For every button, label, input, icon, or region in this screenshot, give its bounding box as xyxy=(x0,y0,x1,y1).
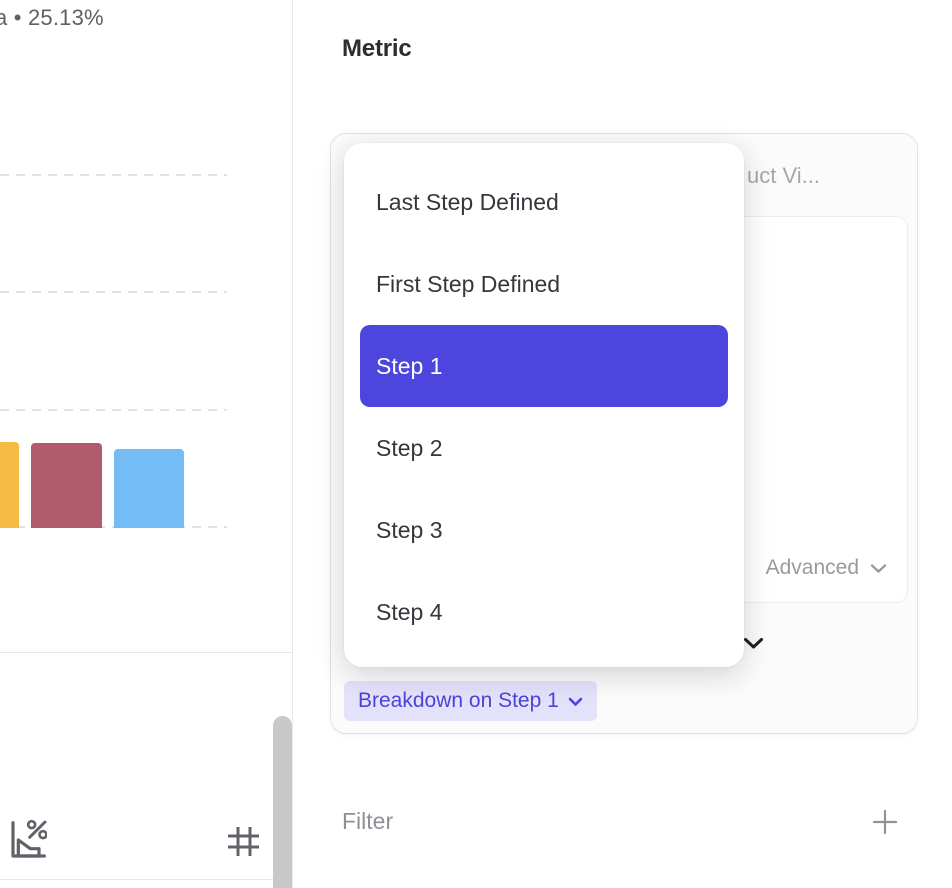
section-heading-metric: Metric xyxy=(342,35,412,62)
filter-section: Filter xyxy=(293,806,952,842)
bar-segment-blue[interactable] xyxy=(114,449,184,528)
collapse-chevron-icon[interactable] xyxy=(743,637,764,655)
event-title-truncated: uct Vi... xyxy=(747,163,820,188)
divider xyxy=(0,652,293,653)
advanced-toggle[interactable]: Advanced xyxy=(766,556,887,580)
gridline xyxy=(0,409,227,411)
advanced-label: Advanced xyxy=(765,556,859,579)
gridline-baseline xyxy=(0,526,227,528)
chart-preview-panel: a • 25.13% xyxy=(0,0,293,888)
add-filter-button[interactable] xyxy=(870,806,900,838)
gridline xyxy=(0,174,227,176)
dropdown-item-step-2[interactable]: Step 2 xyxy=(376,434,443,461)
dropdown-item-step-1-selected[interactable]: Step 1 xyxy=(360,325,728,407)
step-select-dropdown: Last Step Defined First Step Defined Ste… xyxy=(344,143,744,667)
dropdown-item-step-4[interactable]: Step 4 xyxy=(376,598,443,625)
bar-segment-yellow[interactable] xyxy=(0,442,19,528)
scrollbar-thumb[interactable] xyxy=(273,716,292,888)
divider xyxy=(0,879,293,880)
query-builder-panel: Metric uct Vi... Advanced xyxy=(293,0,952,888)
dropdown-item-last-step-defined[interactable]: Last Step Defined xyxy=(376,188,559,215)
panel-divider xyxy=(292,0,293,888)
breakdown-label: Breakdown on Step 1 xyxy=(358,689,559,712)
breakdown-on-step-button[interactable]: Breakdown on Step 1 xyxy=(344,681,597,721)
chevron-down-icon xyxy=(568,689,583,713)
gridline xyxy=(0,291,227,293)
bar-segment-rose[interactable] xyxy=(31,443,102,528)
dropdown-item-first-step-defined[interactable]: First Step Defined xyxy=(376,270,561,297)
filter-heading: Filter xyxy=(342,808,394,834)
dropdown-item-step-3[interactable]: Step 3 xyxy=(376,516,443,543)
chevron-down-icon xyxy=(870,556,887,580)
conversion-percent-chart-icon[interactable] xyxy=(7,818,48,867)
grid-hash-icon[interactable] xyxy=(226,825,261,863)
legend-entry: a • 25.13% xyxy=(0,5,104,30)
